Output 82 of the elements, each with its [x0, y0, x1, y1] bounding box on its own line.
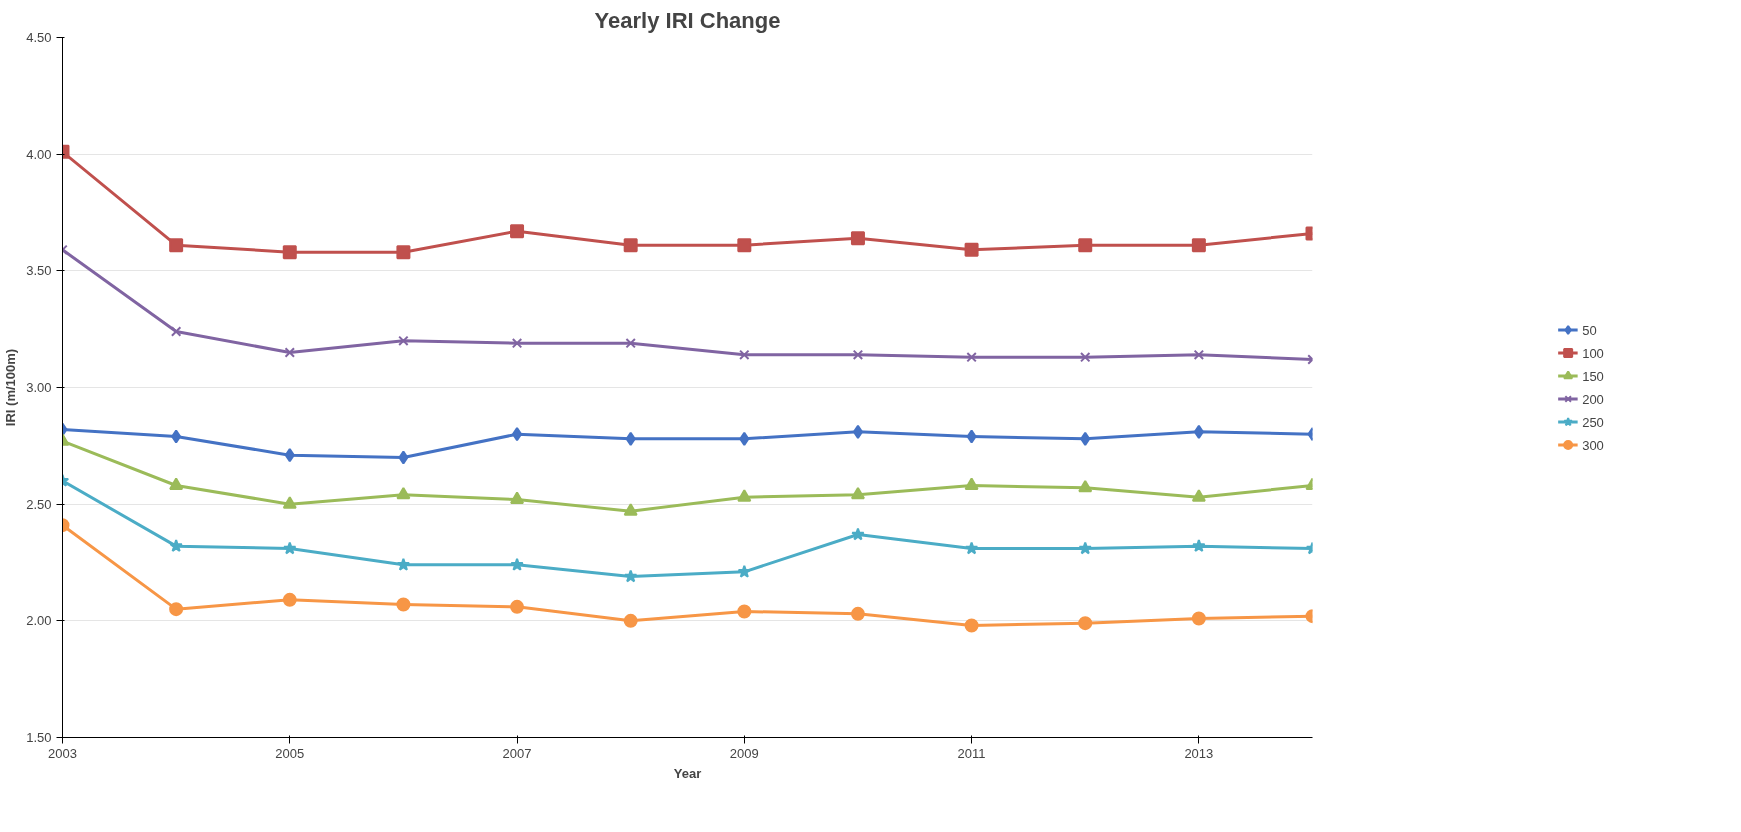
- point: [737, 604, 752, 619]
- point: [1078, 238, 1093, 253]
- point: [623, 569, 638, 583]
- point: [623, 238, 638, 253]
- point: [623, 613, 638, 628]
- point: [1191, 611, 1206, 626]
- legend-label: 250: [1582, 414, 1604, 429]
- point: [396, 557, 411, 571]
- legend-label: 300: [1582, 437, 1604, 452]
- y-tick-label: 2.00: [26, 613, 52, 629]
- point: [850, 231, 865, 246]
- point: [1191, 489, 1206, 502]
- y-tick-label: 4.00: [26, 146, 52, 162]
- point: [966, 351, 977, 363]
- point: [169, 602, 184, 617]
- point: [737, 564, 752, 578]
- point: [282, 245, 297, 260]
- point: [170, 326, 182, 337]
- y-tick-label: 1.50: [26, 730, 52, 745]
- point: [1078, 616, 1093, 631]
- point: [1078, 479, 1093, 493]
- point: [396, 245, 411, 260]
- y-tick-label: 4.50: [26, 30, 52, 45]
- point: [510, 224, 525, 239]
- point: [169, 539, 183, 553]
- point: [511, 337, 523, 349]
- legend-label: 50: [1582, 322, 1598, 337]
- x-tick-label: 2003: [48, 745, 77, 761]
- point: [852, 349, 864, 361]
- point: [510, 599, 525, 614]
- point: [1192, 539, 1206, 553]
- point: [398, 450, 409, 465]
- point: [283, 541, 297, 555]
- point: [851, 527, 865, 541]
- x-tick-label: 2005: [275, 745, 305, 761]
- point: [1080, 431, 1091, 446]
- point: [396, 597, 411, 612]
- point: [1193, 349, 1205, 361]
- y-tick-label: 2.50: [26, 496, 52, 512]
- point: [623, 503, 638, 516]
- x-tick-label: 2011: [957, 745, 986, 761]
- point: [739, 431, 750, 446]
- point: [964, 618, 979, 633]
- point: [966, 429, 977, 444]
- point: [1078, 541, 1092, 555]
- point: [284, 347, 296, 358]
- point: [282, 592, 297, 607]
- point: [510, 557, 524, 571]
- y-axis-title: IRI (m/100m): [3, 348, 19, 427]
- legend-label: 100: [1582, 345, 1604, 360]
- point: [1193, 424, 1204, 439]
- point: [398, 335, 409, 347]
- point: [625, 431, 636, 446]
- point: [625, 337, 636, 349]
- point: [512, 427, 523, 442]
- point: [171, 429, 182, 444]
- point: [737, 238, 752, 253]
- x-tick-label: 2013: [1184, 745, 1214, 761]
- y-tick-label: 3.00: [26, 380, 52, 395]
- point: [964, 242, 979, 257]
- point: [964, 477, 979, 490]
- point: [739, 349, 750, 361]
- point: [850, 606, 865, 621]
- point: [737, 489, 752, 502]
- x-tick-label: 2009: [729, 745, 759, 761]
- point: [282, 496, 297, 509]
- point: [850, 486, 865, 500]
- y-tick-label: 3.50: [26, 263, 52, 279]
- x-axis-title: Year: [673, 765, 702, 781]
- point: [852, 424, 863, 439]
- point: [1191, 238, 1206, 253]
- legend-label: 200: [1582, 391, 1604, 406]
- point: [169, 477, 184, 490]
- point: [284, 448, 295, 463]
- point: [396, 486, 411, 500]
- point: [1079, 351, 1091, 363]
- legend-label: 150: [1582, 368, 1604, 383]
- chart-title: Yearly IRI Change: [594, 7, 781, 33]
- point: [964, 541, 979, 555]
- point: [510, 491, 525, 504]
- x-tick-label: 2007: [502, 745, 532, 761]
- point: [169, 238, 184, 253]
